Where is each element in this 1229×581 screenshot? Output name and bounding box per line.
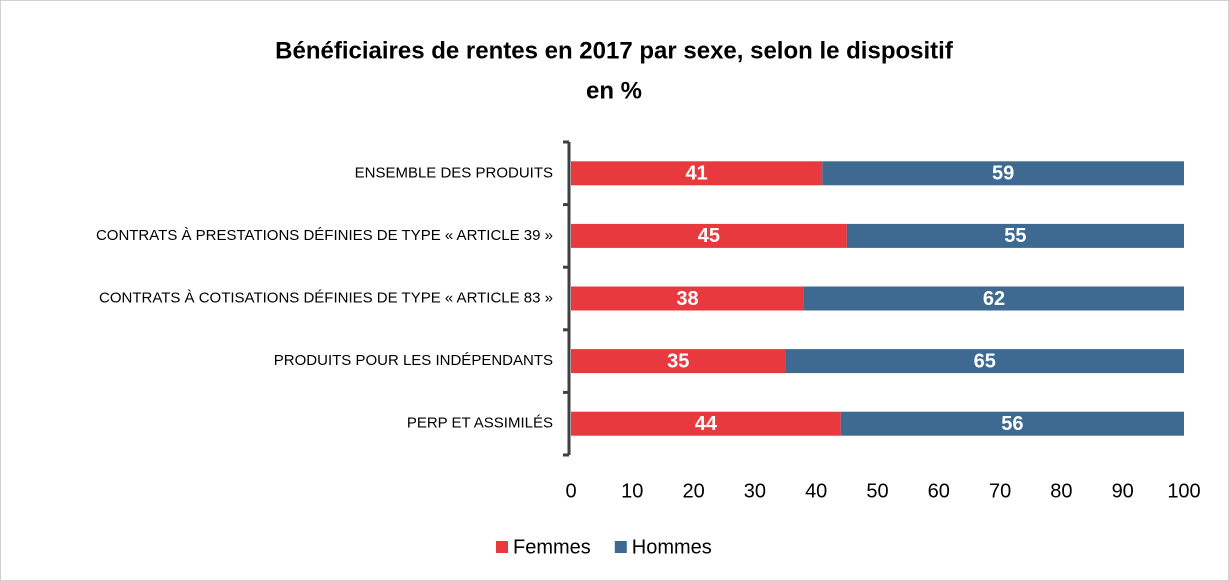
x-tick-label: 40	[805, 480, 827, 502]
y-tick-label: PRODUITS POUR LES INDÉPENDANTS	[274, 352, 553, 369]
data-label: 62	[983, 288, 1005, 310]
x-tick-label: 70	[989, 480, 1011, 502]
x-tick-label: 60	[928, 480, 950, 502]
bar	[571, 161, 823, 186]
data-label: 35	[667, 350, 689, 372]
data-label: 38	[676, 288, 698, 310]
y-tick-label: CONTRATS À PRESTATIONS DÉFINIES DE TYPE …	[96, 227, 553, 244]
bar	[571, 349, 786, 374]
bar	[571, 223, 847, 248]
bar	[785, 349, 1184, 374]
bar	[571, 411, 841, 436]
bar	[840, 411, 1184, 436]
data-label: 65	[974, 350, 996, 372]
x-tick-label: 20	[682, 480, 704, 502]
data-label: 56	[1001, 413, 1023, 435]
x-tick-label: 30	[744, 480, 766, 502]
data-label: 55	[1004, 225, 1026, 247]
x-tick-label: 80	[1050, 480, 1072, 502]
bar	[571, 286, 804, 311]
data-label: 59	[992, 163, 1014, 185]
legend-label: Hommes	[632, 536, 712, 558]
bar	[846, 223, 1184, 248]
bar	[803, 286, 1184, 311]
bar	[822, 161, 1184, 186]
legend-swatch	[496, 541, 508, 553]
chart-subtitle: en %	[586, 77, 642, 104]
y-tick-label: ENSEMBLE DES PRODUITS	[355, 164, 553, 181]
legend-label: Femmes	[513, 536, 591, 558]
data-label: 41	[686, 163, 708, 185]
data-label: 45	[698, 225, 720, 247]
data-label: 44	[695, 413, 718, 435]
y-tick-label: CONTRATS À COTISATIONS DÉFINIES DE TYPE …	[99, 289, 553, 306]
x-tick-label: 10	[621, 480, 643, 502]
chart-title: Bénéficiaires de rentes en 2017 par sexe…	[275, 37, 954, 64]
x-tick-label: 90	[1112, 480, 1134, 502]
legend-swatch	[614, 541, 627, 553]
y-tick-label: PERP ET ASSIMILÉS	[407, 415, 553, 432]
x-tick-label: 0	[565, 480, 576, 502]
x-tick-label: 50	[866, 480, 888, 502]
x-tick-label: 100	[1167, 480, 1200, 502]
